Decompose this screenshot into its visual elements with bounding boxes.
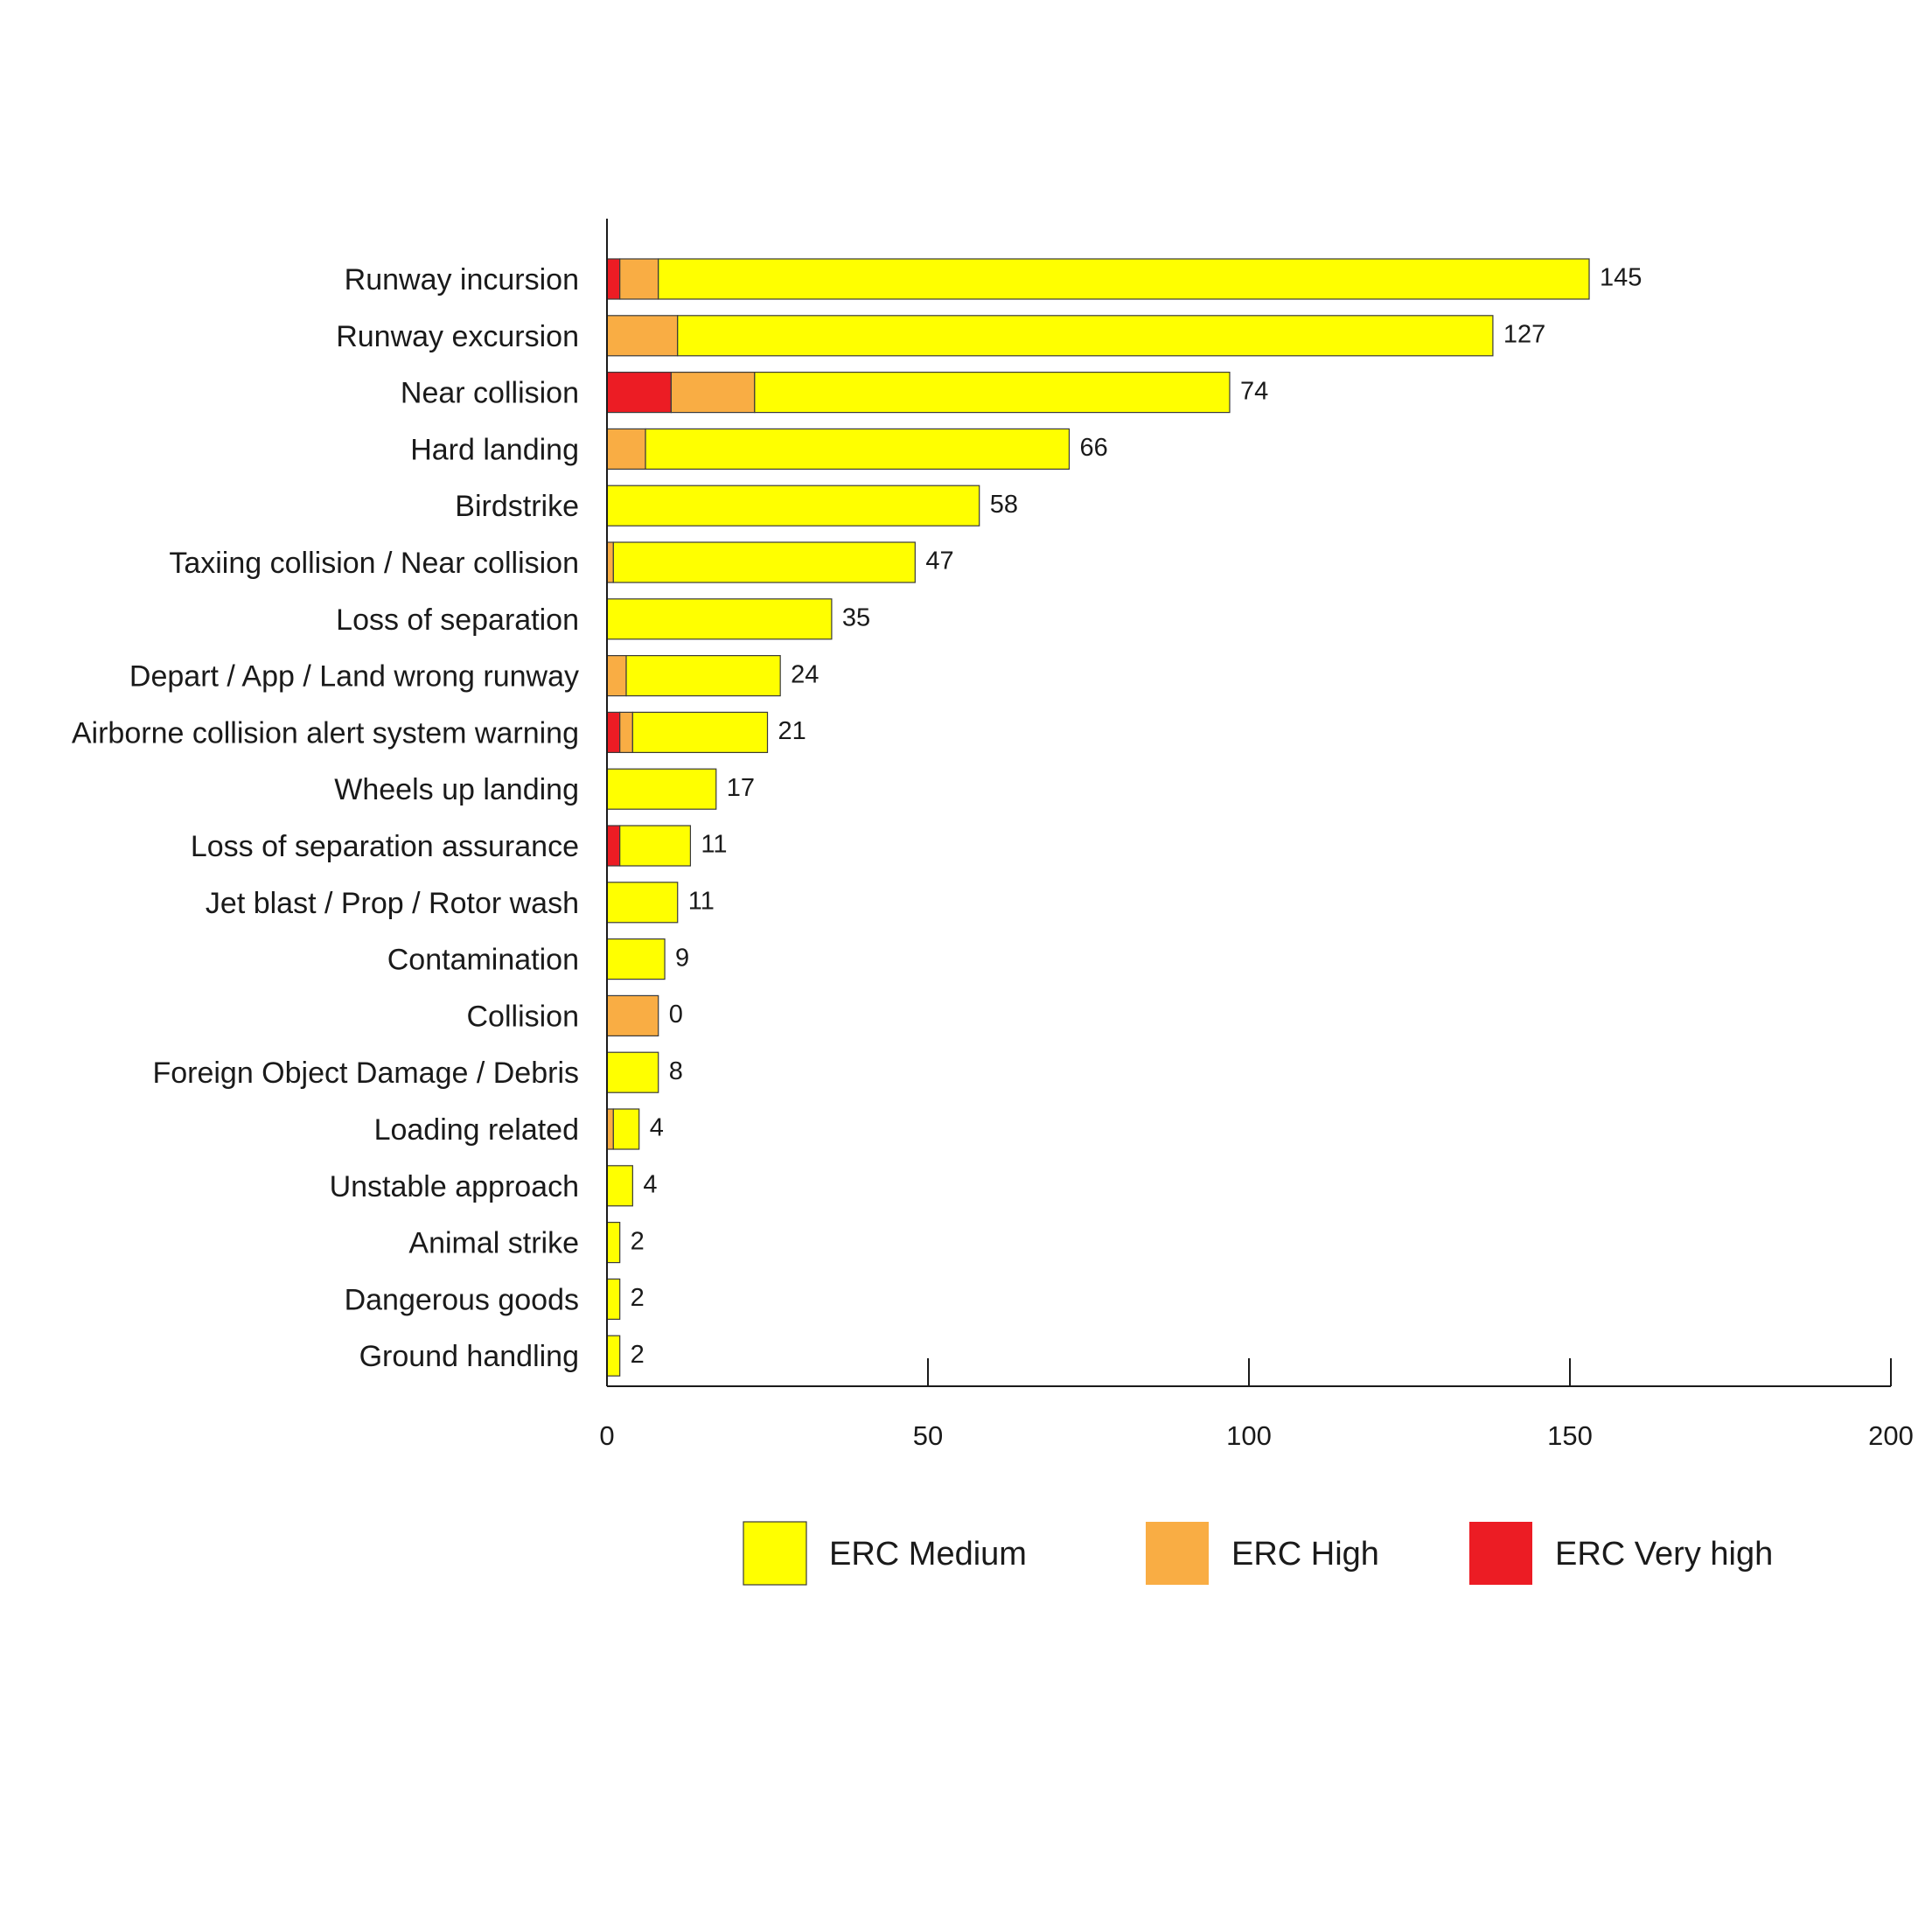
data-label: 4	[650, 1114, 664, 1142]
data-label: 9	[675, 944, 689, 972]
bar-segment-erc-very-high-near-collision	[606, 372, 673, 414]
category-label: Loss of separation assurance	[191, 830, 579, 863]
bar-segment-erc-medium-ground-handling	[606, 1335, 621, 1377]
bar-segment-erc-medium-foreign-object-damage-debris	[606, 1051, 659, 1093]
category-label: Near collision	[401, 377, 579, 410]
category-label: Loss of separation	[336, 603, 579, 637]
bar-segment-erc-medium-loading-related	[612, 1108, 640, 1150]
bar-segment-erc-medium-airborne-collision-alert-system-warning	[631, 711, 769, 754]
data-label: 47	[925, 548, 953, 575]
category-label: Runway excursion	[336, 320, 579, 353]
bar-segment-erc-medium-wheels-up-landing	[606, 768, 717, 810]
data-label: 74	[1240, 377, 1268, 405]
bar-segment-erc-high-collision	[606, 994, 659, 1037]
x-ticks: 0 50 100 150 200	[599, 1358, 1914, 1451]
category-label: Taxiing collision / Near collision	[169, 547, 579, 580]
data-label: 35	[842, 603, 870, 631]
x-tick-label: 50	[913, 1420, 943, 1451]
legend-label: ERC Medium	[829, 1536, 1027, 1573]
category-label: Foreign Object Damage / Debris	[152, 1057, 579, 1090]
data-label: 21	[778, 717, 806, 745]
category-label: Wheels up landing	[334, 773, 579, 806]
data-label: 2	[631, 1341, 645, 1369]
x-tick-label: 150	[1547, 1420, 1593, 1451]
data-label: 66	[1079, 434, 1107, 462]
bar-segment-erc-medium-loss-of-separation-assurance	[619, 825, 692, 867]
category-label: Depart / App / Land wrong runway	[129, 660, 579, 694]
data-label: 11	[701, 831, 727, 859]
bar-group	[606, 258, 1590, 1377]
bar-segment-erc-medium-animal-strike	[606, 1221, 621, 1264]
legend-label: ERC Very high	[1555, 1536, 1773, 1573]
category-label: Contamination	[387, 944, 579, 977]
data-label: 0	[669, 1001, 683, 1029]
category-label: Collision	[467, 1000, 580, 1033]
bar-segment-erc-medium-hard-landing	[645, 428, 1071, 470]
bar-segment-erc-medium-near-collision	[754, 372, 1231, 414]
data-label: 2	[631, 1284, 645, 1312]
data-label: 145	[1600, 264, 1642, 292]
category-label: Animal strike	[408, 1227, 579, 1260]
bar-segment-erc-high-taxiing-collision-near-collision	[606, 541, 614, 583]
bar-segment-erc-medium-runway-excursion	[677, 315, 1494, 357]
data-label: 2	[631, 1227, 645, 1255]
legend-swatch-erc-medium	[743, 1521, 807, 1586]
bar-segment-erc-very-high-runway-incursion	[606, 258, 621, 300]
data-label: 58	[990, 491, 1018, 519]
data-label: 24	[791, 660, 819, 688]
data-label: 11	[688, 887, 715, 915]
bar-segment-erc-medium-dangerous-goods	[606, 1278, 621, 1321]
bar-segment-erc-medium-jet-blast-prop-rotor-wash	[606, 882, 679, 924]
bar-segment-erc-medium-unstable-approach	[606, 1165, 633, 1207]
category-label: Hard landing	[410, 433, 579, 466]
bar-segment-erc-high-loading-related	[606, 1108, 614, 1150]
bar-segment-erc-high-depart-app-land-wrong-runway	[606, 654, 627, 697]
legend-swatch-erc-very-high	[1469, 1522, 1532, 1585]
bar-segment-erc-medium-runway-incursion	[658, 258, 1590, 300]
value-labels: 145 127 74 66 58 47 35 24 21 17 11 11 9 0 8 4 4 2 2 2	[631, 264, 1643, 1369]
bar-segment-erc-high-runway-incursion	[619, 258, 659, 300]
category-label: Ground handling	[359, 1340, 579, 1373]
legend-swatch-erc-high	[1146, 1522, 1209, 1585]
data-label: 4	[643, 1170, 657, 1198]
bar-segment-erc-medium-taxiing-collision-near-collision	[612, 541, 916, 583]
category-label: Airborne collision alert system warning	[72, 716, 579, 750]
bar-segment-erc-medium-birdstrike	[606, 485, 980, 527]
category-label: Runway incursion	[345, 263, 579, 296]
category-labels: Runway incursion Runway excursion Near col…	[72, 263, 579, 1373]
data-label: 17	[727, 774, 755, 802]
legend-label: ERC High	[1231, 1536, 1379, 1573]
bar-segment-erc-medium-loss-of-separation	[606, 598, 833, 640]
legend: ERC Medium ERC High ERC Very high	[743, 1521, 1773, 1586]
bar-segment-erc-very-high-airborne-collision-alert-system-warning	[606, 711, 621, 754]
data-label: 127	[1503, 320, 1545, 348]
bar-segment-erc-high-runway-excursion	[606, 315, 679, 357]
bar-segment-erc-medium-contamination	[606, 938, 666, 980]
x-tick-label: 0	[599, 1420, 614, 1451]
category-label: Loading related	[374, 1113, 579, 1147]
bar-segment-erc-medium-depart-app-land-wrong-runway	[625, 654, 781, 697]
x-tick-label: 100	[1226, 1420, 1272, 1451]
bar-segment-erc-high-near-collision	[670, 372, 756, 414]
x-tick-label: 200	[1868, 1420, 1914, 1451]
data-label: 8	[669, 1057, 683, 1085]
bar-segment-erc-high-airborne-collision-alert-system-warning	[619, 711, 633, 754]
category-label: Jet blast / Prop / Rotor wash	[206, 887, 579, 920]
category-label: Unstable approach	[330, 1170, 579, 1203]
bar-segment-erc-very-high-loss-of-separation-assurance	[606, 825, 621, 867]
category-label: Dangerous goods	[345, 1283, 579, 1316]
bar-segment-erc-high-hard-landing	[606, 428, 646, 470]
category-label: Birdstrike	[455, 490, 579, 523]
